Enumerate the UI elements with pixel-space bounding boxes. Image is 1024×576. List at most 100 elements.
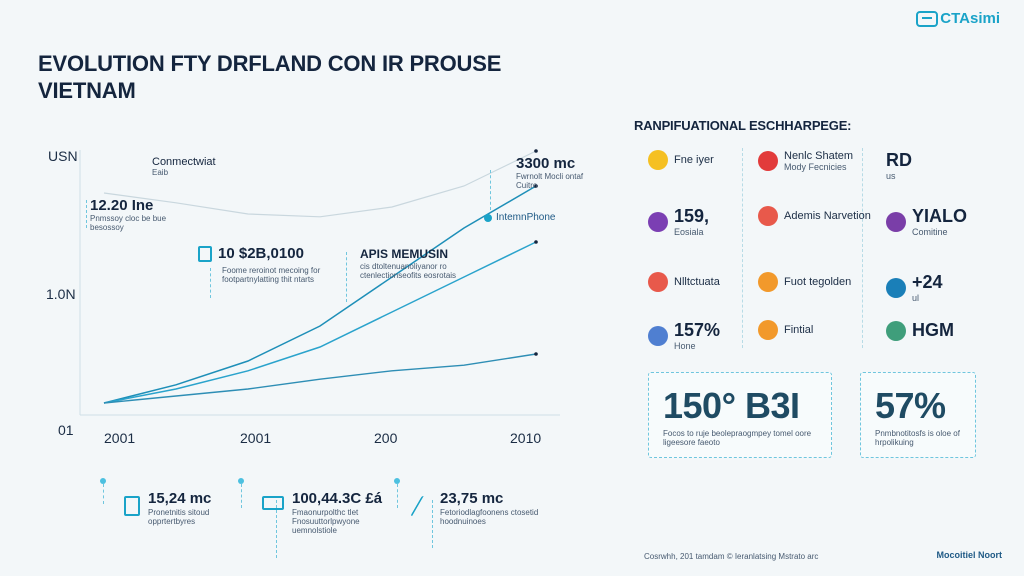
callout-connector <box>210 268 211 298</box>
callout-connector <box>86 200 87 228</box>
chart-icon <box>124 496 140 516</box>
line-chart: USN 1.0N 01 2001 2001 200 2010 Conmectwi… <box>0 120 600 460</box>
logo-text: CTAsimi <box>940 10 1000 27</box>
document-icon <box>198 246 212 263</box>
callout-c4: 3300 mc Fwrnolt Mocli ontaf Cuitro <box>516 155 600 191</box>
callout-internet: IntemnPhone <box>484 212 556 223</box>
indicator-item: Fintial <box>758 320 813 340</box>
callout-value: 12.20 Ine <box>90 197 154 214</box>
series-line-2 <box>103 241 537 404</box>
x-tick-label: 2001 <box>104 430 136 446</box>
chart-canvas <box>79 149 560 416</box>
callout-sub: Eaib <box>152 168 169 177</box>
indicator-item: 159, Eosiala <box>648 206 709 237</box>
indicator-label: RD <box>886 150 912 170</box>
bottom-stat: 100,44.3C £á Fmaonurpolthc tlet Fnosuutt… <box>262 490 392 535</box>
indicator-item: RD us <box>886 150 912 181</box>
data-point <box>534 352 538 356</box>
bottom-stat-desc: Fetoriodlagfoonens ctosetid hoodnuinoes <box>440 508 539 526</box>
indicator-item: Nlltctuata <box>648 272 720 292</box>
series-line-4 <box>103 150 537 218</box>
card-icon <box>262 496 284 510</box>
indicator-label: Ademis Narvetion <box>784 210 871 222</box>
indicator-item: Ademis Narvetion <box>758 206 871 226</box>
indicator-item: HGM <box>886 320 954 341</box>
indicator-icon <box>758 206 778 226</box>
callout-connector <box>490 170 491 210</box>
callout-desc: Pnmssoy cloc be bue besossoy <box>90 214 167 232</box>
bottom-stat-value: 15,24 mc <box>148 490 212 507</box>
bottom-stat-value: 100,44.3C £á <box>292 490 383 507</box>
y-tick-label: USN <box>48 148 78 164</box>
indicator-sub: Mody Fecnicies <box>784 162 847 172</box>
indicator-icon <box>648 150 668 170</box>
callout-connectivity: Conmectwiat Eaib <box>152 156 216 177</box>
indicator-label: 159, <box>674 206 710 226</box>
x-tick-label: 2010 <box>510 430 542 446</box>
indicator-icon <box>758 272 778 292</box>
panel-title: RANPIFUATIONAL ESCHHARPEGE: <box>634 118 852 133</box>
data-point <box>534 184 538 188</box>
indicator-item: 157% Hone <box>648 320 720 351</box>
indicator-sub: us <box>886 171 896 181</box>
indicator-sub: Eosiala <box>674 227 704 237</box>
indicator-item: Fuot tegolden <box>758 272 851 292</box>
y-tick-label: 1.0N <box>46 286 76 302</box>
indicator-icon <box>886 277 906 298</box>
indicator-label: Nenlc Shatem <box>784 150 854 162</box>
bottom-stat-desc: Fmaonurpolthc tlet Fnosuuttorlpwyone uem… <box>292 508 360 535</box>
indicator-item: Fne iyer <box>648 150 714 170</box>
callout-value: APIS MEMUSIN <box>360 247 449 261</box>
timeline-connector <box>397 484 398 508</box>
trend-icon <box>410 496 438 516</box>
callout-c1: 12.20 Ine Pnmssoy cloc be bue besossoy <box>90 197 200 233</box>
indicator-label: 157% <box>674 320 721 340</box>
indicator-label: YIALO <box>912 206 968 226</box>
stat-box: 57% Pnmbnotitosfs is oloe of hrpolikuing <box>860 372 976 458</box>
indicator-label: Fne iyer <box>674 154 714 166</box>
divider <box>742 148 743 348</box>
indicator-icon <box>758 320 778 340</box>
divider <box>862 148 863 348</box>
series-line-3 <box>103 353 537 404</box>
indicator-item: Nenlc Shatem Mody Fecnicies <box>758 150 853 172</box>
timeline-dot <box>100 478 106 484</box>
indicator-icon <box>648 272 668 292</box>
page-title: EVOLUTION FTY DRFLAND CON IR PROUSE VIET… <box>38 51 502 103</box>
timeline-connector <box>241 484 242 508</box>
callout-connector <box>346 252 347 302</box>
callout-value: 3300 mc <box>516 155 576 172</box>
callout-c3: APIS MEMUSIN cis dtoltenuanoliyanor ro c… <box>360 246 470 280</box>
timeline-dot <box>394 478 400 484</box>
callout-label: IntemnPhone <box>496 212 556 223</box>
indicator-label: +24 <box>912 272 943 292</box>
bottom-stat: 15,24 mc Pronetnitis sitoud opprtertbyre… <box>124 490 248 526</box>
indicator-item: YIALO Comitine <box>886 206 967 237</box>
bottom-stat: 23,75 mc Fetoriodlagfoonens ctosetid hoo… <box>410 490 540 526</box>
stat-desc: Pnmbnotitosfs is oloe of hrpolikuing <box>875 429 960 447</box>
data-point <box>534 240 538 244</box>
brand-logo: CTAsimi <box>916 10 1000 27</box>
indicator-icon <box>648 211 668 232</box>
indicator-label: Fuot tegolden <box>784 276 852 288</box>
indicator-icon <box>648 325 668 346</box>
series-line-1 <box>103 185 537 404</box>
timeline-connector <box>103 484 104 504</box>
indicator-sub: Hone <box>674 341 696 351</box>
timeline-dot <box>238 478 244 484</box>
callout-desc: cis dtoltenuanoliyanor ro ctenlectionseo… <box>360 262 457 280</box>
timeline-connector <box>276 500 277 558</box>
footer-copyright: Cosrwhh, 201 tamdam © Ieranlatsing Mstra… <box>644 552 819 561</box>
indicator-icon <box>886 320 906 341</box>
timeline-connector <box>432 500 433 548</box>
logo-icon <box>916 10 939 27</box>
callout-title: Conmectwiat <box>152 156 216 168</box>
callout-desc: Foome reroinot mecoing for footpartnylat… <box>222 266 321 285</box>
indicator-icon <box>758 151 778 171</box>
callout-value: 10 $2B,0100 <box>218 245 304 262</box>
data-point <box>534 149 538 153</box>
bottom-stat-desc: Pronetnitis sitoud opprtertbyres <box>148 508 210 526</box>
indicator-sub: Comitine <box>912 227 948 237</box>
indicator-item: +24 ul <box>886 272 943 303</box>
stat-value: 57% <box>875 385 946 426</box>
